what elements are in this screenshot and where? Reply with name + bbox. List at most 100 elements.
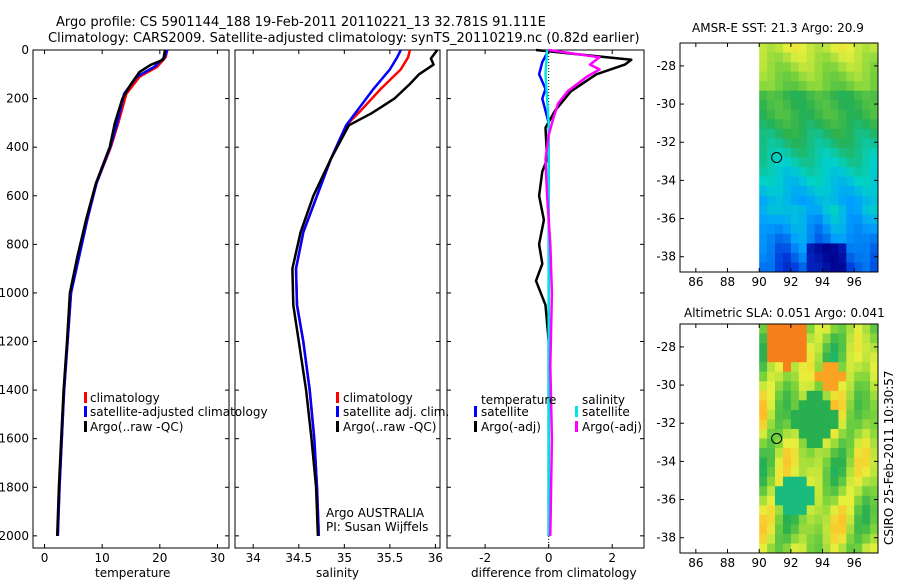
heatmap-cell: [862, 233, 871, 244]
heatmap-cell: [862, 514, 871, 525]
heatmap-cell: [822, 62, 831, 73]
heatmap-cell: [838, 176, 847, 187]
heatmap-cell: [775, 81, 784, 92]
heatmap-cell: [822, 186, 831, 197]
heatmap-cell: [854, 400, 863, 411]
legend-swatch-satellite: [84, 406, 87, 417]
heatmap-cell: [814, 90, 823, 101]
heatmap-cell: [870, 119, 879, 130]
x-tick-label: 92: [783, 275, 798, 289]
x-tick-label: 90: [752, 275, 767, 289]
heatmap-cell: [846, 109, 855, 120]
heatmap-cell: [838, 505, 847, 516]
heatmap-cell: [790, 100, 800, 111]
heatmap-cell: [830, 81, 839, 92]
heatmap-cell: [814, 43, 823, 53]
heatmap-cell: [830, 252, 839, 263]
heatmap-cell: [854, 467, 863, 478]
heatmap-cell: [854, 186, 863, 197]
heatmap-cell: [775, 543, 784, 554]
heatmap-cell: [790, 195, 800, 206]
heatmap-cell: [862, 62, 871, 73]
heatmap-cell: [806, 138, 816, 149]
sst-map-title: AMSR-E SST: 21.3 Argo: 20.9: [692, 21, 864, 35]
heatmap-cell: [822, 128, 831, 139]
heatmap-cell: [870, 233, 879, 244]
heatmap-cell: [846, 167, 855, 177]
heatmap-cell: [790, 438, 800, 449]
y-tick-label: 1000: [0, 286, 29, 300]
heatmap-cell: [767, 148, 776, 158]
heatmap-cell: [798, 119, 808, 130]
heatmap-cell: [846, 100, 855, 111]
heatmap-cell: [846, 438, 855, 449]
heatmap-cell: [790, 362, 800, 373]
heatmap-cell: [783, 81, 792, 92]
heatmap-cell: [775, 467, 784, 478]
heatmap-cell: [759, 505, 768, 516]
heatmap-cell: [806, 43, 816, 53]
heatmap-cell: [862, 243, 871, 254]
heatmap-cell: [846, 324, 855, 334]
heatmap-cell: [775, 195, 784, 206]
heatmap-cell: [814, 409, 823, 420]
heatmap-cell: [798, 333, 808, 344]
heatmap-cell: [822, 400, 831, 411]
heatmap-cell: [783, 486, 792, 497]
heatmap-cell: [759, 81, 768, 92]
heatmap-cell: [854, 409, 863, 420]
heatmap-cell: [775, 52, 784, 63]
heatmap-cell: [798, 81, 808, 92]
heatmap-cell: [838, 195, 847, 206]
heatmap-cell: [814, 381, 823, 392]
heatmap-cell: [775, 205, 784, 216]
heatmap-cell: [854, 362, 863, 373]
heatmap-cell: [822, 176, 831, 187]
series-line-satellite-adjusted-climatology: [56, 49, 169, 536]
heatmap-cell: [838, 128, 847, 139]
heatmap-cell: [838, 543, 847, 554]
heatmap-cell: [838, 148, 847, 158]
heatmap-cell: [759, 457, 768, 468]
heatmap-cell: [814, 400, 823, 411]
heatmap-cell: [838, 381, 847, 392]
heatmap-cell: [790, 62, 800, 73]
heatmap-cell: [775, 514, 784, 525]
heatmap-cell: [822, 429, 831, 439]
heatmap-cell: [790, 262, 800, 273]
heatmap-cell: [838, 371, 847, 382]
heatmap-cell: [767, 505, 776, 516]
heatmap-cell: [846, 362, 855, 373]
heatmap-cell: [830, 324, 839, 334]
heatmap-cell: [838, 167, 847, 177]
heatmap-cell: [838, 324, 847, 334]
heatmap-cell: [814, 167, 823, 177]
heatmap-cell: [798, 128, 808, 139]
y-tick-label: -34: [656, 173, 676, 187]
heatmap-cell: [798, 186, 808, 197]
heatmap-cell: [806, 71, 816, 82]
heatmap-cell: [830, 476, 839, 487]
heatmap-cell: [783, 419, 792, 430]
heatmap-cell: [870, 214, 879, 225]
heatmap-cell: [870, 429, 879, 439]
heatmap-cell: [854, 195, 863, 206]
difference-lines: [534, 48, 633, 536]
heatmap-cell: [854, 176, 863, 187]
heatmap-cell: [783, 514, 792, 525]
heatmap-cell: [838, 343, 847, 354]
heatmap-cell: [790, 186, 800, 197]
x-tick-label: 36: [428, 551, 443, 565]
heatmap-cell: [854, 233, 863, 244]
heatmap-cell: [846, 524, 855, 535]
heatmap-cell: [854, 343, 863, 354]
heatmap-cell: [814, 390, 823, 401]
heatmap-cell: [862, 71, 871, 82]
heatmap-cell: [838, 81, 847, 92]
heatmap-cell: [854, 71, 863, 82]
heatmap-cell: [846, 252, 855, 263]
heatmap-cell: [814, 495, 823, 506]
heatmap-cell: [790, 505, 800, 516]
heatmap-cell: [790, 495, 800, 506]
heatmap-cell: [862, 90, 871, 101]
